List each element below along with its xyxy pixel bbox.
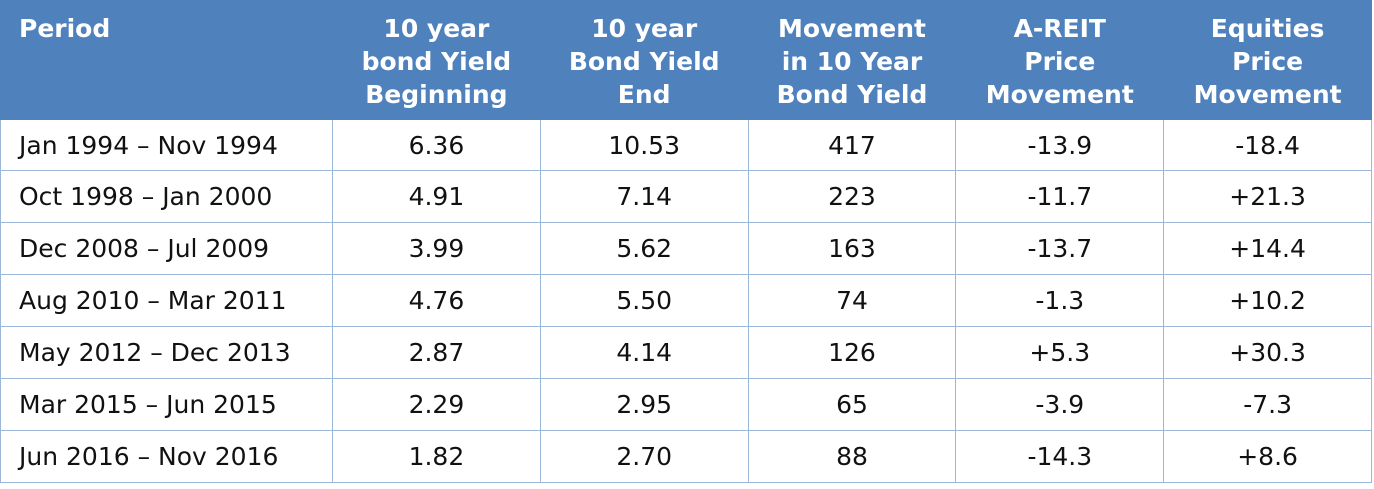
value-cell: 223 xyxy=(747,170,957,223)
header-text: Equities xyxy=(1210,14,1325,43)
value-cell: -1.3 xyxy=(955,274,1165,327)
header-cell: 10 year bond Yield Beginning xyxy=(332,0,541,119)
table-row: May 2012 – Dec 2013 2.87 4.14 126 +5.3 +30.3 xyxy=(0,326,1372,379)
header-cell: Movement in 10 Year Bond Yield xyxy=(747,0,957,119)
period-cell: Dec 2008 – Jul 2009 xyxy=(0,222,333,275)
table-row: Aug 2010 – Mar 2011 4.76 5.50 74 -1.3 +10.2 xyxy=(0,274,1372,327)
value-cell: 74 xyxy=(747,274,957,327)
value-cell: 6.36 xyxy=(332,118,541,171)
value-cell: 2.29 xyxy=(332,378,541,431)
value-cell: 4.14 xyxy=(539,326,749,379)
value-cell: +14.4 xyxy=(1163,222,1372,275)
header-text: End xyxy=(617,80,671,109)
value-cell: 2.70 xyxy=(539,430,749,483)
value-cell: +21.3 xyxy=(1163,170,1372,223)
period-cell: Jan 1994 – Nov 1994 xyxy=(0,118,333,171)
value-cell: -3.9 xyxy=(955,378,1165,431)
header-text: Price xyxy=(1232,47,1304,76)
header-text: Movement xyxy=(1193,80,1342,109)
value-cell: -7.3 xyxy=(1163,378,1372,431)
header-cell: Period xyxy=(0,0,333,119)
table-row: Oct 1998 – Jan 2000 4.91 7.14 223 -11.7 +21.3 xyxy=(0,170,1372,223)
value-cell: -13.7 xyxy=(955,222,1165,275)
header-text: Period xyxy=(19,14,111,43)
header-text: Bond Yield xyxy=(568,47,720,76)
header-text: Movement xyxy=(777,14,927,43)
period-cell: Jun 2016 – Nov 2016 xyxy=(0,430,333,483)
value-cell: +8.6 xyxy=(1163,430,1372,483)
table-row: Jan 1994 – Nov 1994 6.36 10.53 417 -13.9 -18.… xyxy=(0,118,1372,171)
header-cell: 10 year Bond Yield End xyxy=(539,0,749,119)
header-text: bond Yield xyxy=(361,47,512,76)
table-row: Dec 2008 – Jul 2009 3.99 5.62 163 -13.7 +14.4 xyxy=(0,222,1372,275)
header-text: Price xyxy=(1024,47,1096,76)
header-text: A-REIT xyxy=(1013,14,1106,43)
value-cell: 88 xyxy=(747,430,957,483)
value-cell: 2.87 xyxy=(332,326,541,379)
table-row: Jun 2016 – Nov 2016 1.82 2.70 88 -14.3 +8.6 xyxy=(0,430,1372,483)
value-cell: 417 xyxy=(747,118,957,171)
value-cell: 4.91 xyxy=(332,170,541,223)
value-cell: 65 xyxy=(747,378,957,431)
header-cell: A-REIT Price Movement xyxy=(955,0,1165,119)
value-cell: -18.4 xyxy=(1163,118,1372,171)
header-text: 10 year xyxy=(383,14,490,43)
header-text: Beginning xyxy=(365,80,508,109)
table-row: Mar 2015 – Jun 2015 2.29 2.95 65 -3.9 -7.3 xyxy=(0,378,1372,431)
value-cell: 163 xyxy=(747,222,957,275)
period-cell: Mar 2015 – Jun 2015 xyxy=(0,378,333,431)
value-cell: -14.3 xyxy=(955,430,1165,483)
value-cell: -11.7 xyxy=(955,170,1165,223)
table-header: Period 10 year bond Yield Beginning 10 year B… xyxy=(0,0,1372,119)
value-cell: +10.2 xyxy=(1163,274,1372,327)
value-cell: 4.76 xyxy=(332,274,541,327)
value-cell: 126 xyxy=(747,326,957,379)
header-text: in 10 Year xyxy=(781,47,923,76)
table-body: Jan 1994 – Nov 1994 6.36 10.53 417 -13.9 -18.… xyxy=(0,118,1372,483)
value-cell: 7.14 xyxy=(539,170,749,223)
period-cell: Aug 2010 – Mar 2011 xyxy=(0,274,333,327)
value-cell: 2.95 xyxy=(539,378,749,431)
header-row: Period 10 year bond Yield Beginning 10 year B… xyxy=(0,0,1372,119)
period-cell: May 2012 – Dec 2013 xyxy=(0,326,333,379)
period-cell: Oct 1998 – Jan 2000 xyxy=(0,170,333,223)
value-cell: 1.82 xyxy=(332,430,541,483)
value-cell: 3.99 xyxy=(332,222,541,275)
value-cell: +5.3 xyxy=(955,326,1165,379)
value-cell: 5.50 xyxy=(539,274,749,327)
value-cell: 5.62 xyxy=(539,222,749,275)
value-cell: +30.3 xyxy=(1163,326,1372,379)
header-text: Bond Yield xyxy=(776,80,928,109)
header-text: Movement xyxy=(985,80,1134,109)
value-cell: -13.9 xyxy=(955,118,1165,171)
header-cell: Equities Price Movement xyxy=(1163,0,1372,119)
header-text: 10 year xyxy=(591,14,698,43)
value-cell: 10.53 xyxy=(539,118,749,171)
